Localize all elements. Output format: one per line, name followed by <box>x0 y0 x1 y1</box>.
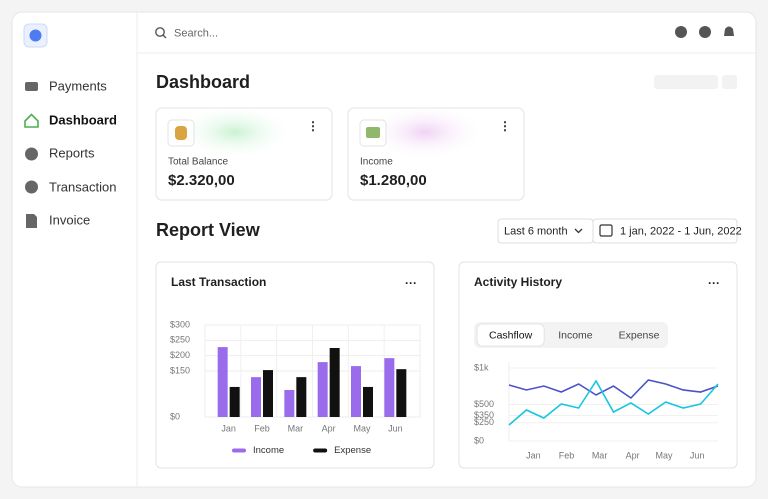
logo-mark <box>29 29 42 42</box>
legend-label: Expense <box>334 445 371 456</box>
card-value: $2.320,00 <box>168 172 235 189</box>
nav-label: Dashboard <box>49 112 117 127</box>
chart-card <box>458 261 738 469</box>
nav-label: Payments <box>49 78 107 93</box>
balance-card: ⋮ Total Balance $2.320,00 <box>155 104 333 201</box>
card-value: $1.280,00 <box>360 172 427 189</box>
period-dropdown[interactable]: Last 6 month <box>497 218 594 244</box>
bar <box>329 348 340 417</box>
tab[interactable]: Cashflow <box>489 329 533 341</box>
y-tick-label: $250 <box>474 417 494 427</box>
x-tick-label: Jun <box>388 423 403 433</box>
bar <box>263 370 273 417</box>
tab[interactable]: Expense <box>619 329 660 341</box>
y-tick-label: $350 <box>474 410 494 420</box>
date-box <box>592 218 738 244</box>
nav-label: Invoice <box>49 212 90 227</box>
bar <box>384 358 395 417</box>
y-tick-label: $1k <box>474 362 489 372</box>
card-label: Income <box>360 157 393 168</box>
search-icon-handle <box>162 34 167 39</box>
chart-menu[interactable]: ··· <box>708 276 720 290</box>
y-tick-label: $500 <box>474 399 494 409</box>
profile-icon[interactable] <box>675 26 687 38</box>
y-tick-label: $250 <box>170 335 190 345</box>
page-title: Dashboard <box>156 72 250 92</box>
line <box>508 379 719 400</box>
tab-bg[interactable] <box>476 323 545 347</box>
calendar-icon <box>599 224 613 237</box>
card-menu[interactable]: ⋮ <box>307 119 319 133</box>
chart-title: Activity History <box>474 275 562 289</box>
chevron <box>574 228 583 234</box>
card-label: Total Balance <box>168 157 228 168</box>
logo[interactable] <box>23 23 48 48</box>
bar <box>396 369 407 417</box>
x-tick-label: Jan <box>221 423 236 433</box>
card-icon <box>366 127 380 138</box>
bar <box>251 377 261 417</box>
card-glow <box>365 104 485 160</box>
section-title: Report View <box>156 220 261 240</box>
x-tick-label: Jun <box>690 450 705 460</box>
nav-transaction[interactable]: Transaction <box>25 179 116 194</box>
icon <box>25 147 38 161</box>
nav-label: Transaction <box>49 179 116 194</box>
bar <box>217 347 228 417</box>
nav-dashboard[interactable]: Dashboard <box>24 112 117 128</box>
card-glow <box>175 104 295 160</box>
placeholder <box>722 75 737 89</box>
search-icon <box>155 27 165 37</box>
legend-swatch <box>313 448 328 453</box>
y-tick-label: $0 <box>474 435 484 445</box>
search[interactable]: Search... <box>155 27 218 39</box>
icon <box>24 113 39 128</box>
x-tick-label: Feb <box>559 450 575 460</box>
bar <box>317 362 328 417</box>
legend-swatch <box>232 448 246 453</box>
nav-reports[interactable]: Reports <box>25 145 95 161</box>
y-tick-label: $300 <box>170 319 190 329</box>
x-tick-label: Mar <box>288 423 304 433</box>
bar <box>284 390 295 417</box>
x-tick-label: Apr <box>626 450 640 460</box>
card-icon <box>175 126 187 140</box>
y-tick-label: $150 <box>170 365 190 375</box>
tab[interactable]: Income <box>558 329 593 341</box>
y-tick-label: $200 <box>170 350 190 360</box>
date-picker[interactable]: 1 jan, 2022 - 1 Jun, 2022 <box>592 218 742 244</box>
x-tick-label: May <box>656 450 674 460</box>
chart-title: Last Transaction <box>171 275 266 289</box>
x-tick-label: Mar <box>592 450 608 460</box>
bar <box>351 366 361 417</box>
income-card: ⋮ Income $1.280,00 <box>347 104 525 201</box>
legend-label: Income <box>253 445 284 456</box>
x-tick-label: May <box>353 423 371 433</box>
icon <box>25 82 38 91</box>
x-tick-label: Feb <box>254 423 270 433</box>
help-icon[interactable] <box>699 26 711 38</box>
nav-label: Reports <box>49 145 95 160</box>
bar <box>296 377 307 417</box>
placeholder <box>654 75 718 89</box>
nav-invoice[interactable]: Invoice <box>26 212 90 228</box>
x-tick-label: Jan <box>526 450 541 460</box>
x-tick-label: Apr <box>322 423 336 433</box>
icon <box>25 180 38 194</box>
line <box>508 379 719 426</box>
date-range: 1 jan, 2022 - 1 Jun, 2022 <box>620 225 742 237</box>
y-tick-label: $0 <box>170 411 180 421</box>
card-menu[interactable]: ⋮ <box>499 119 511 133</box>
search-placeholder: Search... <box>174 27 218 39</box>
bar <box>229 386 240 417</box>
chart-menu[interactable]: ··· <box>405 276 417 290</box>
dropdown-label: Last 6 month <box>504 225 568 237</box>
icon <box>26 214 37 228</box>
bar <box>363 386 373 417</box>
bell-icon[interactable] <box>724 26 734 37</box>
nav-payments[interactable]: Payments <box>25 78 107 93</box>
